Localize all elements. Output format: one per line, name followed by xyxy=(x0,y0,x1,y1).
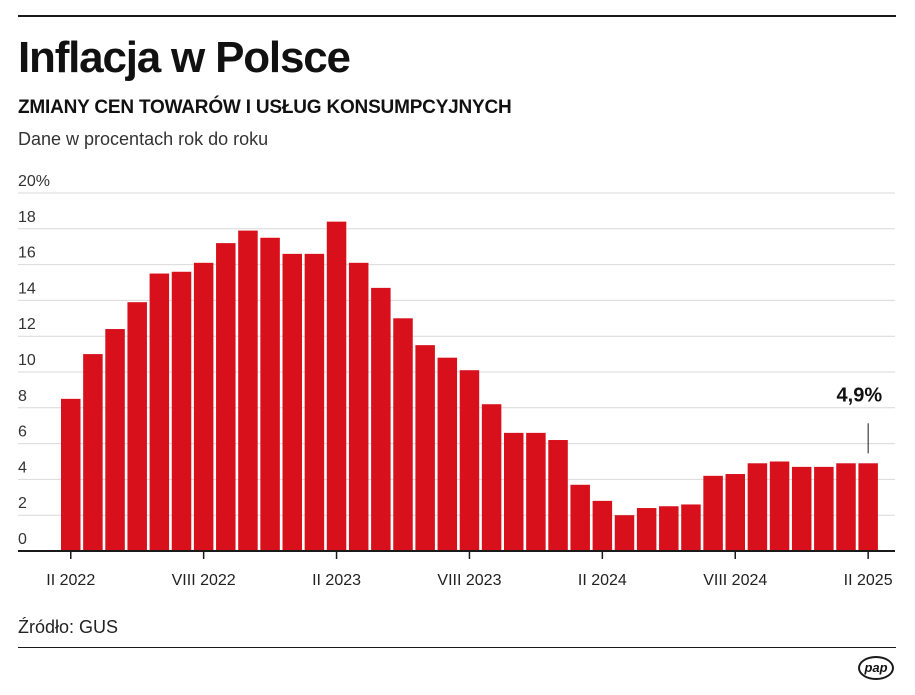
y-axis-ticks: 0 2 4 6 8 10 12 14 16 18 20% xyxy=(18,173,50,548)
bar xyxy=(592,500,613,551)
x-tick-label: II 2025 xyxy=(844,572,893,589)
source-note: Źródło: GUS xyxy=(18,617,119,637)
y-tick-label: 8 xyxy=(18,388,27,405)
bar xyxy=(769,461,790,551)
bar xyxy=(504,432,524,551)
bar xyxy=(703,475,723,551)
bar xyxy=(747,463,768,551)
bar xyxy=(636,508,657,551)
x-tick-label: VIII 2023 xyxy=(437,572,501,589)
bar xyxy=(326,221,347,551)
x-tick-label: II 2023 xyxy=(312,572,361,589)
y-tick-label: 6 xyxy=(18,424,27,441)
bar xyxy=(216,243,236,551)
annotation-label: 4,9% xyxy=(837,384,883,406)
y-tick-label: 20% xyxy=(18,173,50,190)
bar xyxy=(437,357,458,551)
annotation: 4,9% xyxy=(837,384,883,454)
bar xyxy=(858,463,878,551)
bar xyxy=(681,504,701,551)
bar xyxy=(304,253,325,552)
x-tick-label: II 2022 xyxy=(46,572,95,589)
bar xyxy=(127,302,147,551)
pap-logo: pap xyxy=(858,656,894,680)
chart-title: Inflacja w Polsce xyxy=(18,33,351,82)
bar xyxy=(171,271,192,551)
bar xyxy=(526,432,546,551)
bar xyxy=(659,506,679,551)
bar xyxy=(791,466,812,551)
y-tick-label: 10 xyxy=(18,352,36,369)
bar xyxy=(371,287,391,551)
x-axis-ticks: II 2022 VIII 2022 II 2023 VIII 2023 II 2024 V… xyxy=(46,551,893,589)
bar xyxy=(149,273,170,551)
bar xyxy=(481,404,502,551)
bar xyxy=(105,329,125,551)
chart-unit-note: Dane w procentach rok do roku xyxy=(18,129,269,149)
y-tick-label: 4 xyxy=(18,459,27,476)
y-tick-label: 0 xyxy=(18,531,27,548)
y-tick-label: 2 xyxy=(18,495,27,512)
bar xyxy=(725,474,745,551)
bar xyxy=(814,466,834,551)
bar xyxy=(83,354,103,551)
bar xyxy=(570,484,590,551)
bar xyxy=(393,318,413,551)
bar xyxy=(61,398,81,551)
bar xyxy=(260,237,280,551)
y-tick-label: 12 xyxy=(18,316,36,333)
bar xyxy=(614,515,635,551)
bar xyxy=(836,463,856,551)
bottom-rule xyxy=(18,647,896,648)
y-tick-label: 16 xyxy=(18,245,36,262)
bar xyxy=(548,440,568,551)
x-tick-label: VIII 2024 xyxy=(703,572,767,589)
bar xyxy=(459,370,480,551)
bar xyxy=(415,345,435,551)
bars xyxy=(61,221,878,552)
chart-subtitle: ZMIANY CEN TOWARÓW I USŁUG KONSUMPCYJNYC… xyxy=(18,97,512,118)
y-tick-label: 14 xyxy=(18,280,36,297)
x-tick-label: VIII 2022 xyxy=(172,572,236,589)
y-tick-label: 18 xyxy=(18,209,36,226)
top-rule xyxy=(18,15,896,17)
bar xyxy=(348,262,369,551)
bar xyxy=(282,253,302,552)
bar xyxy=(238,230,258,551)
x-tick-label: II 2024 xyxy=(578,572,627,589)
bar xyxy=(193,262,214,551)
